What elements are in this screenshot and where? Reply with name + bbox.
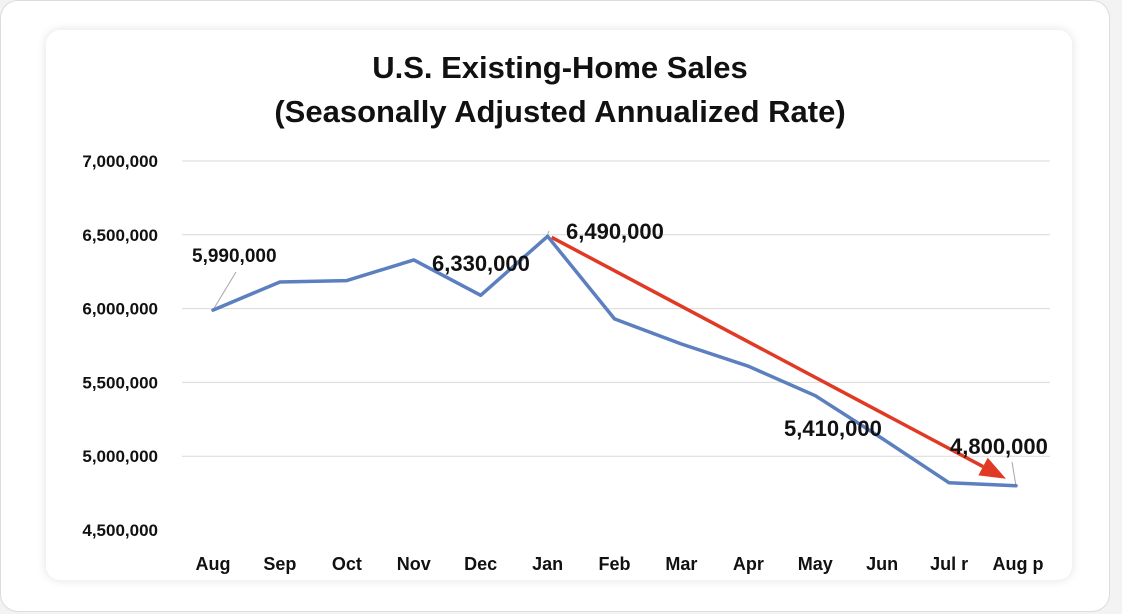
trend-arrow-head [978,457,1006,479]
y-tick-label: 5,000,000 [82,447,158,466]
y-tick-label: 6,000,000 [82,300,158,319]
y-tick-label: 4,500,000 [82,521,158,540]
x-tick-label: Apr [733,554,764,574]
x-tick-label: Mar [665,554,697,574]
chart-title: U.S. Existing-Home Sales [372,50,748,85]
data-label: 6,330,000 [432,251,530,276]
data-point [412,258,416,262]
data-point [479,293,483,297]
x-tick-label: Sep [263,554,296,574]
data-point [880,436,884,440]
x-tick-label: May [798,554,833,574]
series-layer [211,234,1018,488]
x-tick-label: Jan [532,554,563,574]
data-labels: 5,990,000 6,330,000 6,490,000 5,410,000 4,80… [192,219,1048,459]
chart-subtitle: (Seasonally Adjusted Annualized Rate) [274,94,845,129]
data-point [813,394,817,398]
data-point [613,317,616,321]
trend-arrow-shaft [550,235,984,469]
x-tick-label: Feb [598,554,630,574]
data-point [1014,484,1018,488]
data-point [746,364,750,368]
data-point [679,342,683,346]
data-point [546,234,550,238]
x-tick-label: Jun [866,554,898,574]
data-point [345,279,349,283]
y-tick-label: 6,500,000 [82,226,158,245]
x-tick-label: Oct [332,554,362,574]
x-axis-ticks: Aug Sep Oct Nov Dec Jan Feb Mar Apr May Jun Jul r Au… [196,554,1044,574]
y-tick-label: 5,500,000 [82,373,158,392]
label-leader-line [212,271,237,311]
chart-card [46,30,1072,580]
x-tick-label: Jul r [930,554,968,574]
data-label: 5,990,000 [192,246,277,267]
label-leader-line [1011,461,1017,487]
data-label: 5,410,000 [784,416,882,441]
trend-arrow [550,235,1006,479]
data-label: 4,800,000 [950,434,1048,459]
data-point [278,280,282,284]
x-tick-label: Aug p [993,554,1044,574]
data-point [211,308,215,312]
x-tick-label: Nov [397,554,431,574]
x-tick-label: Aug [196,554,231,574]
y-axis-ticks: 7,000,000 6,500,000 6,000,000 5,500,000 5,00… [82,152,158,540]
series-line [211,234,1018,488]
gridlines [182,160,1050,457]
data-point [947,481,951,485]
data-label: 6,490,000 [566,219,664,244]
x-tick-label: Dec [464,554,497,574]
y-tick-label: 7,000,000 [82,152,158,171]
